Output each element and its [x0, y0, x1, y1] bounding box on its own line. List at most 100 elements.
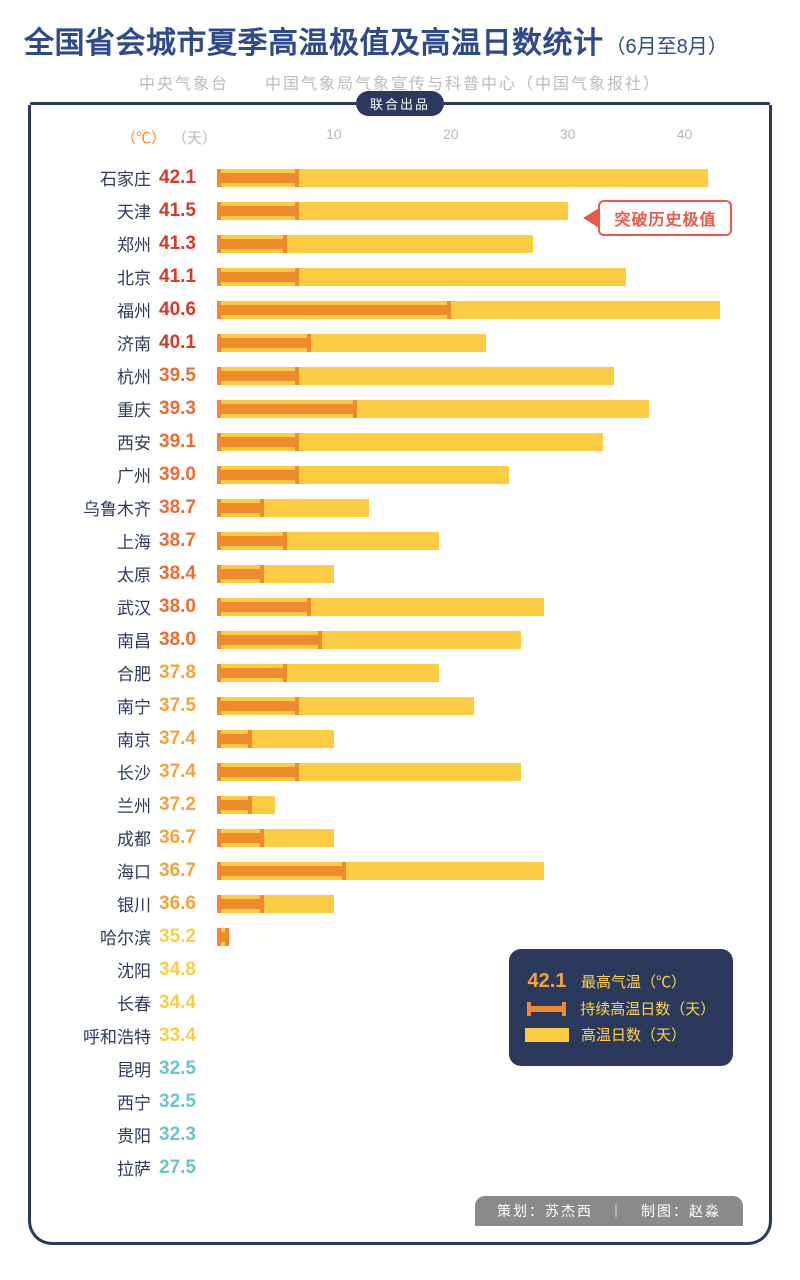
bar-cell — [217, 169, 743, 187]
bar-continuous-days — [217, 470, 299, 480]
max-temp-value: 39.1 — [157, 431, 217, 453]
bar-continuous-days — [217, 437, 299, 447]
chart-row: 银川36.6 — [57, 887, 743, 920]
bar-continuous-days — [217, 305, 451, 315]
bar-cell — [217, 433, 743, 451]
bar-continuous-days — [217, 338, 311, 348]
city-label: 长春 — [57, 990, 157, 1015]
chart-row: 乌鲁木齐38.7 — [57, 491, 743, 524]
max-temp-value: 38.0 — [157, 629, 217, 651]
max-temp-value: 38.0 — [157, 596, 217, 618]
bar-continuous-days — [217, 734, 252, 744]
callout-text: 突破历史极值 — [598, 200, 732, 236]
max-temp-value: 37.5 — [157, 695, 217, 717]
city-label: 南京 — [57, 726, 157, 751]
chart-row: 福州40.6 — [57, 293, 743, 326]
chart-row: 兰州37.2 — [57, 788, 743, 821]
max-temp-value: 36.7 — [157, 827, 217, 849]
bar-cell: 突破历史极值 — [217, 202, 743, 220]
city-label: 重庆 — [57, 396, 157, 421]
callout-arrow-icon — [583, 208, 599, 228]
x-tick: 20 — [443, 126, 459, 142]
chart-row: 上海38.7 — [57, 524, 743, 557]
max-temp-value: 33.4 — [157, 1025, 217, 1047]
city-label: 广州 — [57, 462, 157, 487]
city-label: 兰州 — [57, 792, 157, 817]
bar-continuous-days — [217, 833, 264, 843]
bar-cell — [217, 862, 743, 880]
max-temp-value: 36.7 — [157, 860, 217, 882]
city-label: 西宁 — [57, 1089, 157, 1114]
bar-continuous-days — [217, 800, 252, 810]
chart-row: 海口36.7 — [57, 854, 743, 887]
bar-cell — [217, 631, 743, 649]
city-label: 杭州 — [57, 363, 157, 388]
bar-cell — [217, 367, 743, 385]
max-temp-value: 32.3 — [157, 1124, 217, 1146]
chart-row: 西宁32.5 — [57, 1085, 743, 1118]
chart-row: 广州39.0 — [57, 458, 743, 491]
city-label: 呼和浩特 — [57, 1023, 157, 1048]
max-temp-value: 41.1 — [157, 266, 217, 288]
x-tick: 30 — [560, 126, 576, 142]
city-label: 济南 — [57, 330, 157, 355]
max-temp-value: 39.5 — [157, 365, 217, 387]
city-label: 郑州 — [57, 231, 157, 256]
x-tick: 10 — [326, 126, 342, 142]
city-label: 武汉 — [57, 594, 157, 619]
bar-cell — [217, 268, 743, 286]
bar-continuous-days — [217, 767, 299, 777]
bar-continuous-days — [217, 173, 299, 183]
legend-label-temp: 最高气温（℃） — [581, 971, 686, 992]
bar-cell — [217, 895, 743, 913]
bar-cell — [217, 697, 743, 715]
bar-cell — [217, 1126, 743, 1144]
max-temp-value: 42.1 — [157, 167, 217, 189]
bar-cell — [217, 730, 743, 748]
bar-cell — [217, 1159, 743, 1177]
bar-cell — [217, 466, 743, 484]
chart-row: 石家庄42.1 — [57, 161, 743, 194]
max-temp-value: 34.4 — [157, 992, 217, 1014]
max-temp-value: 27.5 — [157, 1157, 217, 1179]
max-temp-value: 41.3 — [157, 233, 217, 255]
chart-row: 南京37.4 — [57, 722, 743, 755]
bar-continuous-days — [217, 932, 229, 942]
bar-continuous-days — [217, 866, 346, 876]
chart-row: 杭州39.5 — [57, 359, 743, 392]
city-label: 长沙 — [57, 759, 157, 784]
city-label: 昆明 — [57, 1056, 157, 1081]
chart-frame: （℃） （天） 10203040 石家庄42.1天津41.5突破历史极值郑州41… — [28, 105, 772, 1245]
chart-row: 重庆39.3 — [57, 392, 743, 425]
legend-label-continuous: 持续高温日数（天） — [580, 998, 713, 1019]
bar-cell — [217, 1093, 743, 1111]
x-axis-ticks: 10203040 — [217, 123, 743, 151]
credits-badge: 策划：苏杰西 ｜ 制图：赵淼 — [475, 1196, 743, 1226]
chart-row: 合肥37.8 — [57, 656, 743, 689]
max-temp-value: 35.2 — [157, 926, 217, 948]
max-temp-value: 36.6 — [157, 893, 217, 915]
chart-row: 拉萨27.5 — [57, 1151, 743, 1184]
city-label: 合肥 — [57, 660, 157, 685]
city-label: 贵阳 — [57, 1122, 157, 1147]
bar-continuous-days — [217, 635, 322, 645]
city-label: 沈阳 — [57, 957, 157, 982]
bar-continuous-days — [217, 668, 287, 678]
max-temp-value: 40.6 — [157, 299, 217, 321]
max-temp-value: 38.7 — [157, 497, 217, 519]
chart-row: 南昌38.0 — [57, 623, 743, 656]
city-label: 石家庄 — [57, 165, 157, 190]
bar-cell — [217, 763, 743, 781]
bar-continuous-days — [217, 536, 287, 546]
chart-row: 武汉38.0 — [57, 590, 743, 623]
city-label: 海口 — [57, 858, 157, 883]
bar-cell — [217, 598, 743, 616]
bar-continuous-days — [217, 569, 264, 579]
city-label: 拉萨 — [57, 1155, 157, 1180]
city-label: 天津 — [57, 198, 157, 223]
max-temp-value: 32.5 — [157, 1058, 217, 1080]
max-temp-value: 34.8 — [157, 959, 217, 981]
bar-cell — [217, 928, 743, 946]
max-temp-value: 38.7 — [157, 530, 217, 552]
legend-label-days: 高温日数（天） — [581, 1024, 686, 1045]
